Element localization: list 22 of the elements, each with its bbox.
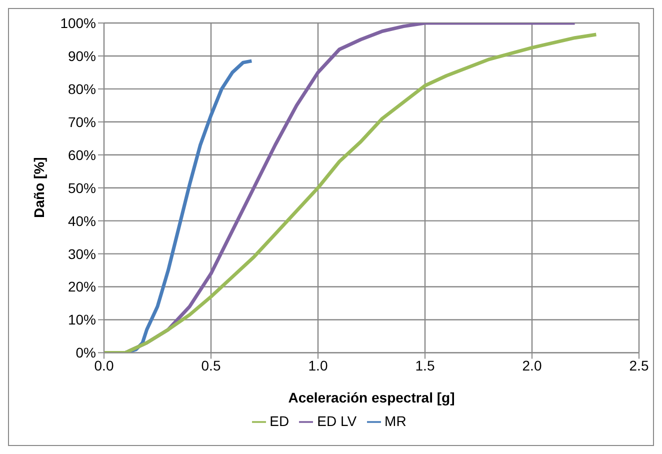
y-tick-label: 100%: [60, 14, 96, 31]
x-tick-label: 2.5: [629, 358, 649, 374]
x-tick-label: 1.5: [415, 358, 435, 374]
x-tick-label: 0.5: [201, 358, 221, 374]
x-tick-label: 1.0: [308, 358, 328, 374]
legend-label: MR: [384, 412, 406, 429]
y-tick-label: 0%: [76, 344, 96, 361]
y-tick-label: 30%: [68, 246, 96, 262]
y-tick-label: 60%: [68, 146, 96, 163]
y-tick-label: 20%: [68, 278, 96, 295]
y-tick-label: 80%: [68, 80, 96, 97]
legend-label: ED LV: [317, 412, 357, 429]
y-tick-label: 70%: [68, 114, 96, 130]
y-tick-label: 40%: [68, 212, 96, 229]
x-axis-title: Aceleración espectral [g]: [288, 390, 455, 406]
y-tick-label: 50%: [68, 180, 96, 196]
y-tick-label: 10%: [68, 312, 96, 328]
y-tick-label: 90%: [68, 48, 96, 64]
x-tick-label: 0.0: [94, 358, 114, 374]
x-tick-label: 2.0: [522, 358, 542, 374]
legend-label: ED: [270, 412, 290, 429]
y-axis-title: Daño [%]: [30, 157, 47, 218]
